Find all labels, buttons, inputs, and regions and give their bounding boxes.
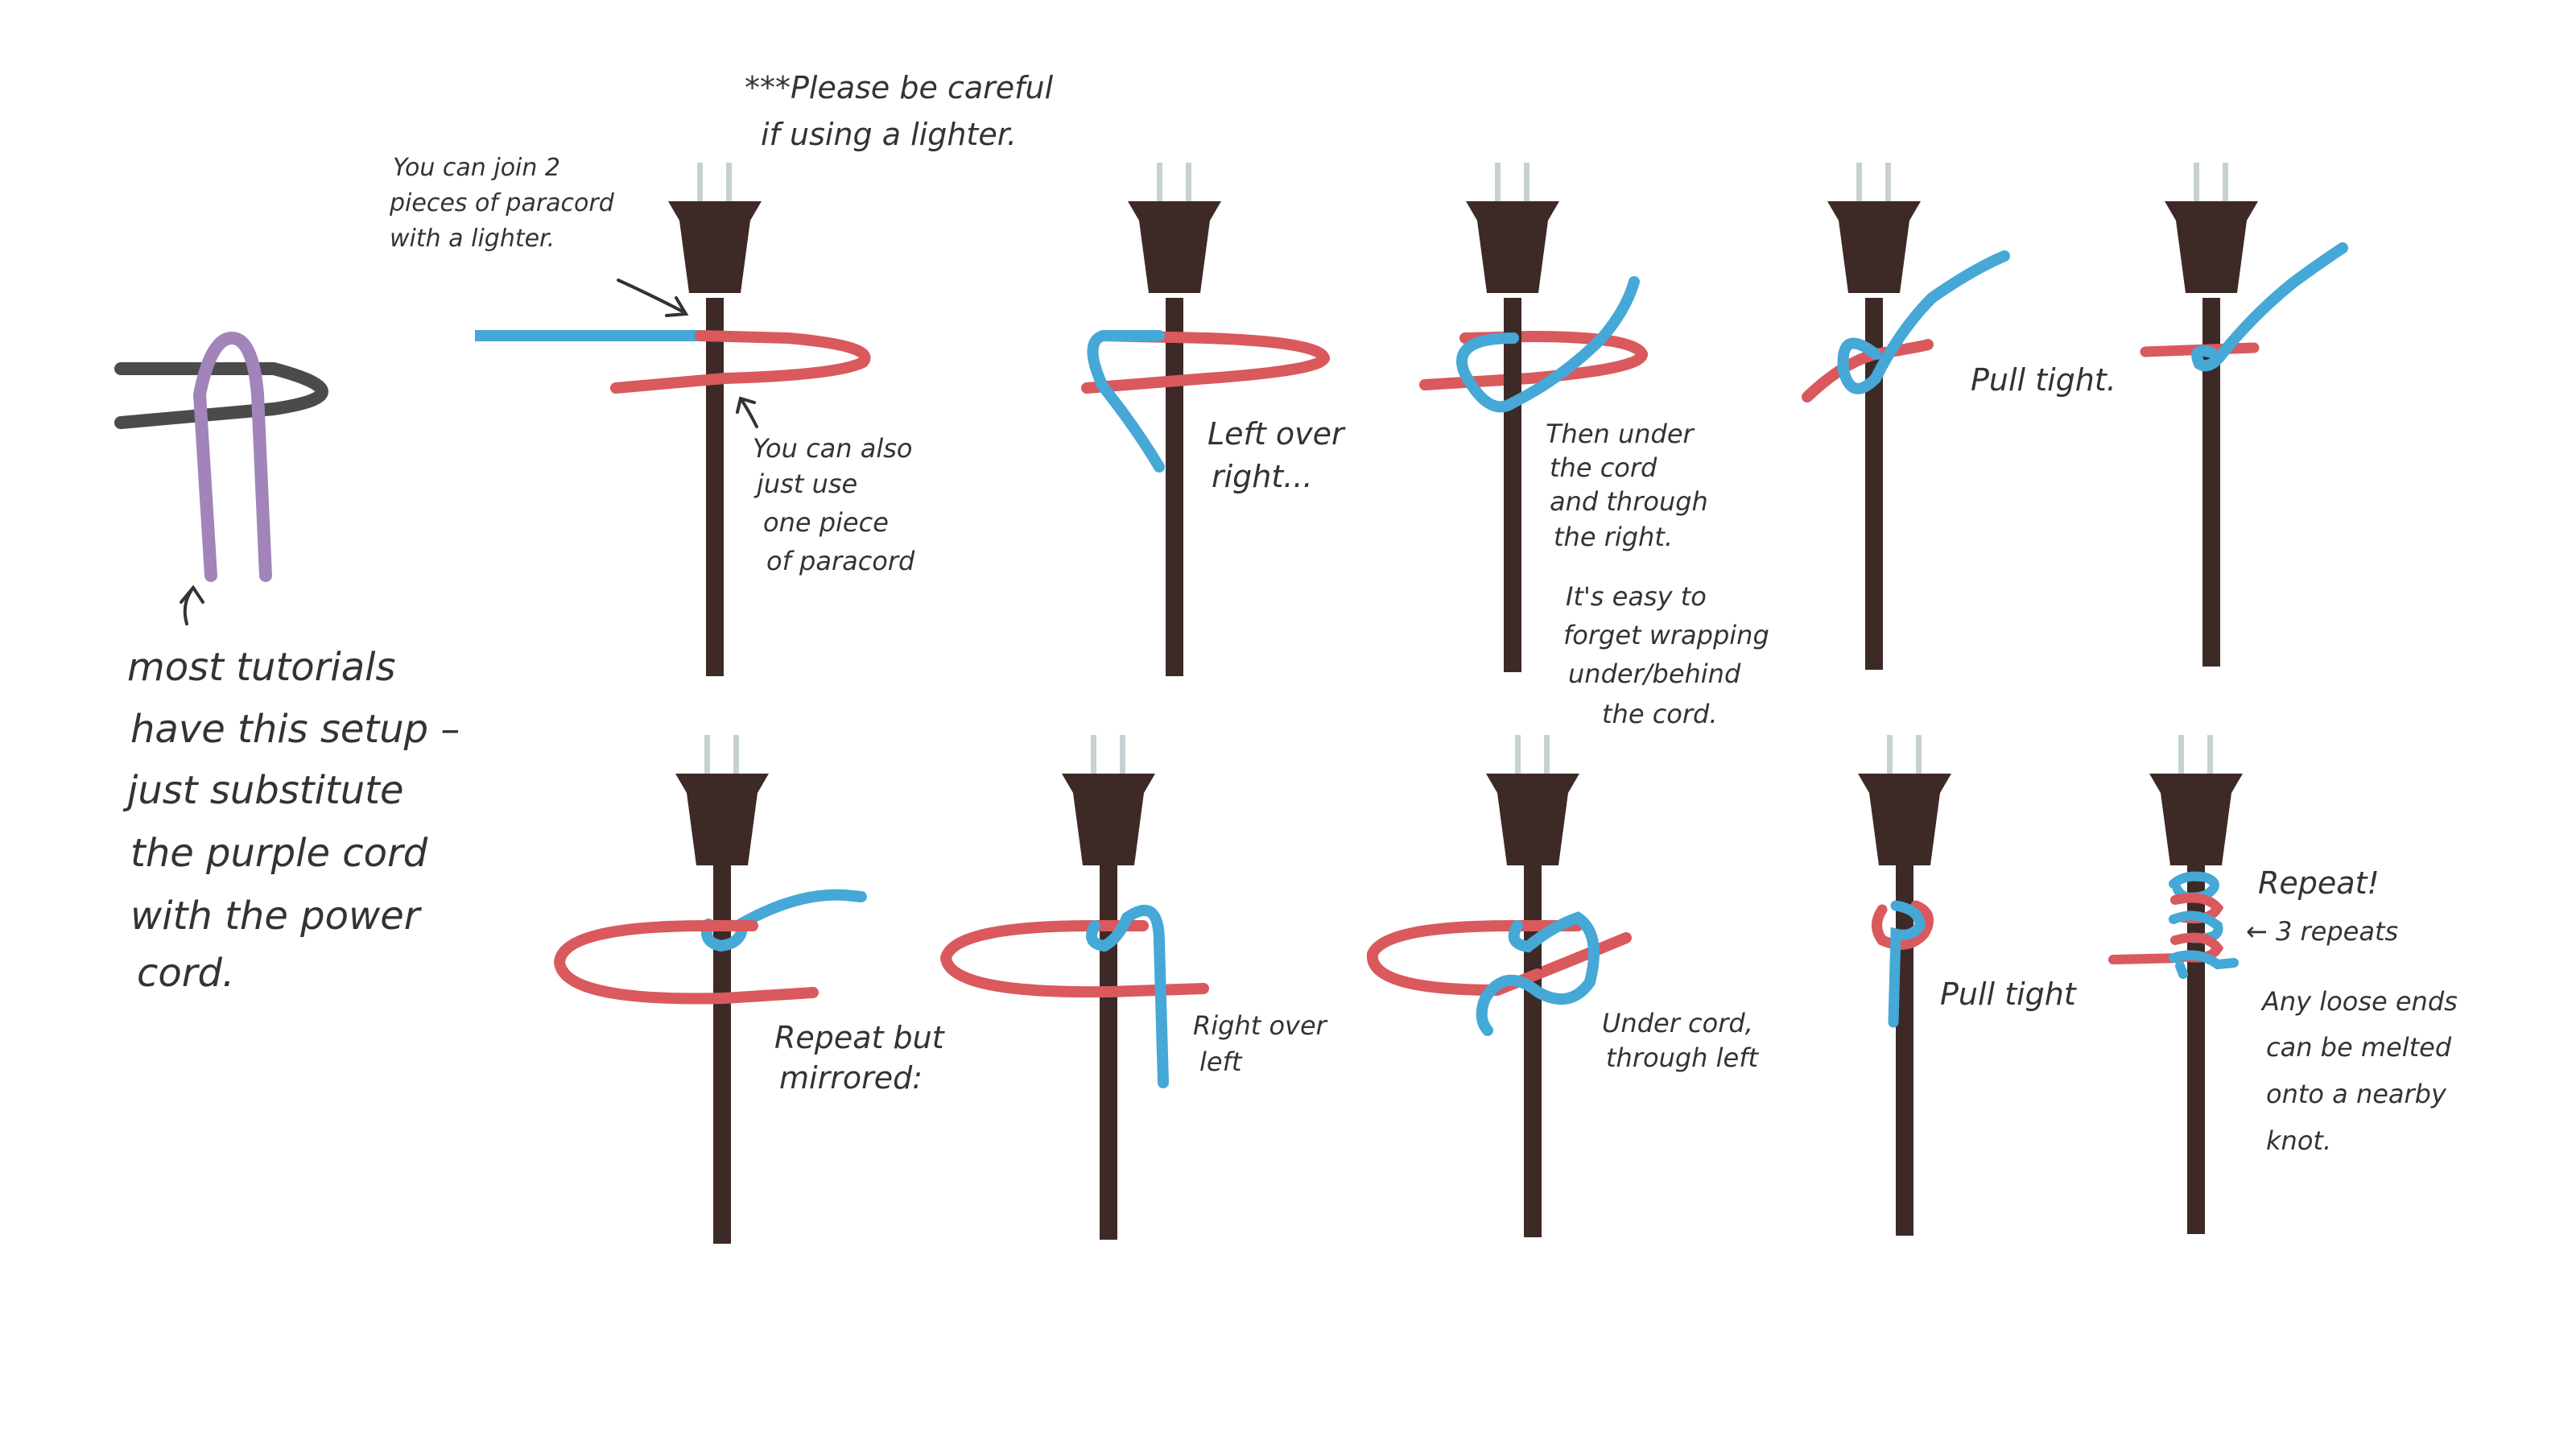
- blue-cord: [1087, 330, 1165, 473]
- power-cord: [1896, 865, 1913, 1236]
- note-forget-line-4: the cord.: [1602, 699, 1718, 729]
- note-setup-line-4: the purple cord: [130, 831, 428, 876]
- blue-knot: [700, 919, 748, 952]
- purple-cord: [192, 331, 272, 582]
- step-3-line-1: Then under: [1546, 419, 1695, 449]
- power-cord: [1524, 865, 1542, 1237]
- power-cord: [2202, 298, 2220, 667]
- step-2-line-1: Left over: [1208, 416, 1346, 452]
- red-cord-right: [1532, 932, 1632, 980]
- step-3: [1419, 163, 1649, 672]
- power-cord: [1865, 298, 1883, 670]
- note-join-line-1: You can join 2: [393, 154, 560, 182]
- note-forget-line-1: It's easy to: [1566, 581, 1707, 612]
- step-2: [1081, 163, 1331, 676]
- step-6-line-2: mirrored:: [779, 1060, 923, 1096]
- red-cord: [939, 920, 1209, 998]
- setup-illustration: [114, 331, 328, 582]
- note-lighter-line-1: ***Please be careful: [745, 70, 1054, 105]
- join-arrow: [617, 279, 689, 317]
- note-setup-line-6: cord.: [137, 951, 234, 996]
- note-one-piece-line-1: You can also: [753, 433, 912, 464]
- step-5: [2140, 163, 2348, 667]
- note-one-piece-line-2: just use: [753, 469, 857, 499]
- step-7: [939, 735, 1209, 1240]
- note-lighter-line-2: if using a lighter.: [761, 117, 1017, 152]
- note-left-over-right: Left over right...: [1208, 416, 1346, 494]
- step-1: [475, 163, 871, 676]
- note-forget-line-3: under/behind: [1568, 658, 1741, 689]
- step-10: [2108, 735, 2243, 1234]
- red-cord: [1081, 330, 1331, 394]
- step-4-pull-tight: Pull tight.: [1971, 362, 2116, 398]
- blue-cord: [1086, 904, 1169, 1088]
- note-one-piece-line-3: one piece: [763, 507, 889, 538]
- step-8: [1366, 735, 1632, 1237]
- pointer-arrow: [180, 584, 204, 625]
- note-loose-line-1: Any loose ends: [2260, 986, 2458, 1017]
- power-cord: [1166, 298, 1183, 676]
- step-6-line-1: Repeat but: [774, 1020, 946, 1055]
- power-cord: [706, 298, 724, 676]
- gray-cord: [114, 362, 328, 429]
- power-cord: [1100, 865, 1117, 1240]
- note-setup-line-5: with the power: [130, 894, 423, 939]
- blue-cord: [1476, 911, 1600, 1036]
- step-4: [1802, 163, 2010, 670]
- step-7-line-2: left: [1199, 1046, 1243, 1077]
- note-under-cord-left: Under cord, through left: [1602, 1008, 1759, 1073]
- note-setup-line-1: most tutorials: [127, 645, 395, 690]
- repeated-knots: [2169, 871, 2239, 979]
- note-loose-ends: Any loose ends can be melted onto a near…: [2260, 986, 2458, 1156]
- note-loose-line-3: onto a nearby: [2266, 1079, 2447, 1109]
- power-cord: [1504, 298, 1521, 672]
- note-easy-forget: It's easy to forget wrapping under/behin…: [1563, 581, 1769, 729]
- step-3-line-3: and through: [1550, 486, 1708, 517]
- red-cord: [1419, 330, 1649, 390]
- note-right-over-left: Right over left: [1193, 1010, 1328, 1077]
- red-cord: [610, 330, 871, 394]
- note-join-line-2: pieces of paracord: [389, 189, 615, 217]
- step-3-line-4: the right.: [1554, 522, 1673, 552]
- note-then-under: Then under the cord and through the righ…: [1546, 419, 1708, 552]
- blue-cord: [2191, 242, 2348, 372]
- power-cord: [713, 865, 731, 1244]
- note-one-piece: You can also just use one piece of parac…: [753, 433, 915, 576]
- step-9-pull-tight: Pull tight: [1940, 976, 2078, 1012]
- step-8-line-2: through left: [1606, 1042, 1759, 1073]
- step-3-line-2: the cord: [1550, 452, 1657, 483]
- step-2-line-2: right...: [1212, 459, 1313, 494]
- note-loose-line-4: knot.: [2266, 1125, 2331, 1156]
- blue-cord: [735, 889, 867, 930]
- blue-cord: [1837, 250, 2010, 394]
- red-cord: [553, 920, 819, 1005]
- blue-cord: [1888, 900, 1926, 1028]
- step-9: [1858, 735, 1951, 1236]
- note-lighter-warning: ***Please be careful if using a lighter.: [745, 70, 1054, 152]
- step-6: [553, 735, 867, 1244]
- red-cord: [1366, 920, 1583, 997]
- note-join-line-3: with a lighter.: [390, 225, 555, 253]
- note-setup: most tutorials have this setup – just su…: [122, 645, 460, 996]
- note-repeat-mirrored: Repeat but mirrored:: [774, 1020, 946, 1096]
- note-one-piece-line-4: of paracord: [766, 546, 915, 576]
- red-cord: [1872, 900, 1934, 950]
- note-three-repeats: ← 3 repeats: [2246, 916, 2398, 947]
- note-setup-line-3: just substitute: [122, 768, 404, 813]
- blue-cord: [1456, 276, 1640, 413]
- step-7-line-1: Right over: [1193, 1010, 1328, 1041]
- note-setup-line-2: have this setup –: [130, 707, 460, 752]
- step-8-line-1: Under cord,: [1602, 1008, 1753, 1038]
- note-join-paracord: You can join 2 pieces of paracord with a…: [389, 154, 615, 253]
- note-forget-line-2: forget wrapping: [1563, 620, 1769, 650]
- note-repeat: Repeat!: [2258, 865, 2380, 901]
- note-loose-line-2: can be melted: [2266, 1032, 2452, 1063]
- one-piece-arrow: [736, 396, 758, 428]
